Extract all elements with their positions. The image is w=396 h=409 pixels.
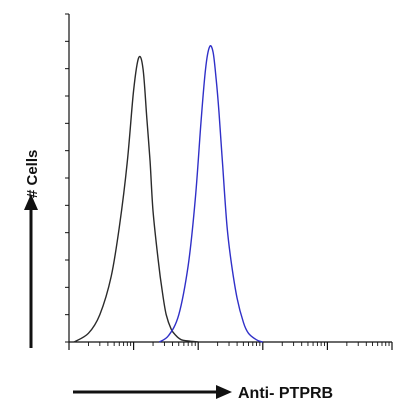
histogram-series-1: [73, 55, 199, 343]
x-axis-arrow-head: [216, 385, 232, 399]
histogram-series-2: [158, 45, 264, 343]
y-axis-label-group: # Cells: [24, 150, 41, 348]
y-axis-label: # Cells: [24, 150, 41, 198]
x-axis-label-group: Anti- PTPRB: [73, 385, 333, 402]
y-axis-arrow-head: [24, 194, 38, 210]
x-axis-label: Anti- PTPRB: [238, 385, 333, 402]
